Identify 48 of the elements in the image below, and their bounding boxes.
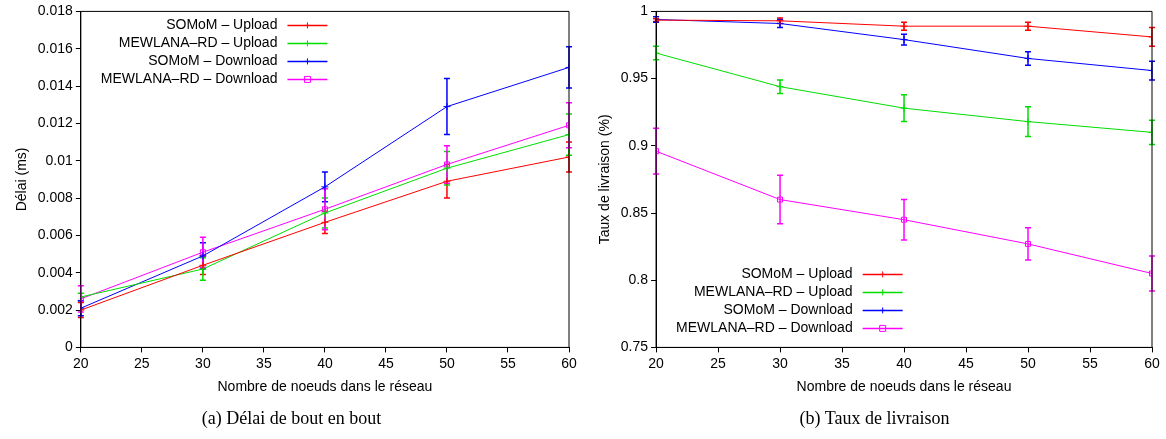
y-tick-label: 1	[640, 2, 649, 19]
y-tick-label: 0.9	[628, 136, 649, 153]
y-tick-label: 0.008	[37, 188, 74, 205]
y-axis-title: Taux de livraison (%)	[596, 114, 613, 245]
text: (a) Délai de bout en bout	[200, 408, 383, 429]
x-tick-label: 40	[317, 354, 333, 371]
legend-label: SOMoM – Download	[723, 301, 853, 318]
x-tick-label: 45	[378, 354, 394, 371]
legend-label: MEWLANA–RD – Upload	[693, 283, 853, 300]
y-tick-label: 0.006	[37, 226, 74, 243]
x-tick-label: 30	[195, 354, 211, 371]
y-tick-label: 0.012	[37, 114, 74, 131]
y-tick-label: 0	[65, 338, 74, 355]
x-tick-label: 50	[439, 354, 455, 371]
y-tick-label: 0.95	[620, 69, 649, 86]
legend-label: SOMoM – Upload	[741, 265, 853, 282]
x-tick-label: 40	[896, 354, 913, 371]
legend-label: MEWLANA–RD – Upload	[118, 34, 278, 51]
x-tick-label: 20	[73, 354, 89, 371]
legend-label: MEWLANA–RD – Download	[676, 319, 853, 336]
y-tick-label: 0.004	[37, 263, 74, 280]
x-tick-label: 20	[648, 354, 665, 371]
x-tick-label: 25	[710, 354, 727, 371]
y-tick-label: 0.75	[620, 338, 649, 355]
x-tick-label: 60	[1144, 354, 1160, 371]
x-axis-title: Nombre de noeuds dans le réseau	[217, 378, 433, 395]
x-tick-label: 60	[561, 354, 577, 371]
x-tick-label: 55	[1082, 354, 1098, 371]
y-tick-label: 0.01	[45, 151, 74, 168]
x-axis-title: Nombre de noeuds dans le réseau	[796, 378, 1012, 395]
legend-label: SOMoM – Upload	[166, 16, 278, 33]
y-tick-label: 0.018	[37, 2, 74, 19]
x-tick-label: 25	[134, 354, 150, 371]
x-tick-label: 35	[834, 354, 851, 371]
y-axis-title: Délai (ms)	[13, 147, 30, 212]
y-tick-label: 0.016	[37, 39, 74, 56]
y-tick-label: 0.85	[620, 203, 649, 220]
x-tick-label: 50	[1020, 354, 1037, 371]
x-tick-label: 45	[958, 354, 975, 371]
y-tick-label: 0.8	[628, 271, 649, 288]
x-tick-label: 55	[500, 354, 516, 371]
y-tick-label: 0.014	[37, 76, 74, 93]
legend-label: SOMoM – Download	[148, 52, 278, 69]
x-tick-label: 35	[256, 354, 272, 371]
text: (b) Taux de livraison	[798, 408, 951, 429]
x-tick-label: 30	[772, 354, 789, 371]
legend-label: MEWLANA–RD – Download	[100, 70, 278, 87]
y-tick-label: 0.002	[37, 300, 74, 317]
